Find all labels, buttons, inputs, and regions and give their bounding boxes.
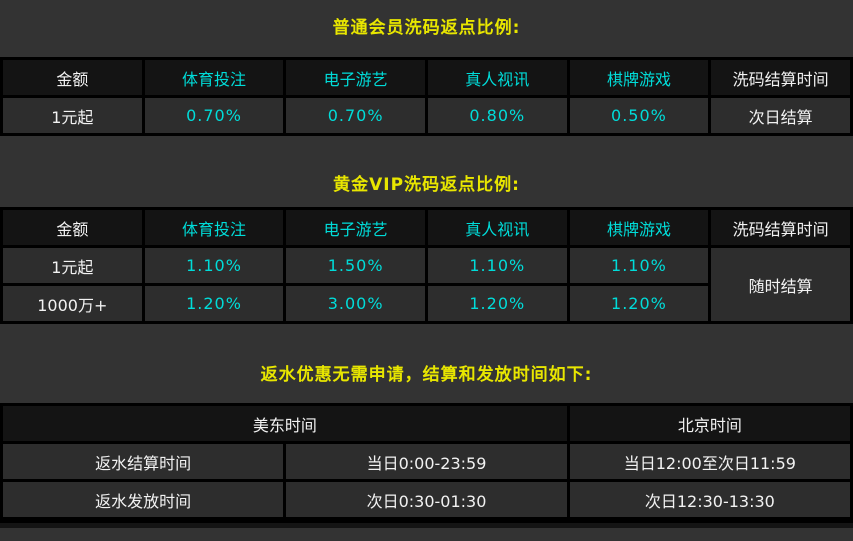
- rebate-schedule-table: 美东时间 北京时间 返水结算时间 当日0:00-23:59 当日12:00至次日…: [0, 403, 853, 520]
- col-header-live-video: 真人视讯: [424, 57, 570, 98]
- cell-rate-electronic: 1.50%: [283, 245, 428, 286]
- col-header-board-card-games: 棋牌游戏: [566, 57, 712, 98]
- col-header-board-card-games: 棋牌游戏: [566, 207, 712, 248]
- cell-rate-sports: 1.20%: [141, 283, 287, 324]
- cell-amount-tier: 1元起: [0, 95, 145, 136]
- col-header-amount: 金额: [0, 207, 145, 248]
- col-header-sports-betting: 体育投注: [141, 207, 287, 248]
- col-header-electronic-games: 电子游艺: [283, 57, 428, 98]
- table-row: 1000万+ 1.20% 3.00% 1.20% 1.20%: [0, 283, 852, 324]
- next-table-cut-off: [0, 520, 853, 528]
- cell-beijing-value: 当日12:00至次日11:59: [566, 441, 853, 482]
- gold-vip-rate-table: 金额 体育投注 电子游艺 真人视讯 棋牌游戏 洗码结算时间 1元起 1.10% …: [0, 207, 853, 324]
- cell-rate-live: 1.20%: [424, 283, 570, 324]
- cell-beijing-value: 次日12:30-13:30: [566, 479, 853, 520]
- table-row: 返水发放时间 次日0:30-01:30 次日12:30-13:30: [0, 479, 853, 520]
- cell-rate-board: 0.50%: [566, 95, 712, 136]
- cell-settlement-time: 次日结算: [708, 95, 853, 136]
- cell-rate-electronic: 0.70%: [283, 95, 428, 136]
- rebate-schedule-title: 返水优惠无需申请，结算和发放时间如下:: [260, 365, 593, 385]
- regular-member-rate-table: 金额 体育投注 电子游艺 真人视讯 棋牌游戏 洗码结算时间 1元起 0.70% …: [0, 57, 853, 136]
- table-header-row: 美东时间 北京时间: [0, 403, 853, 444]
- table-header-row: 金额 体育投注 电子游艺 真人视讯 棋牌游戏 洗码结算时间: [0, 207, 853, 248]
- cell-us-eastern-value: 当日0:00-23:59: [283, 441, 570, 482]
- col-header-live-video: 真人视讯: [424, 207, 570, 248]
- table-row: 返水结算时间 当日0:00-23:59 当日12:00至次日11:59: [0, 441, 853, 482]
- col-header-beijing-time: 北京时间: [566, 403, 853, 444]
- table-row: 1元起 0.70% 0.70% 0.80% 0.50% 次日结算: [0, 95, 853, 136]
- cell-amount-tier: 1000万+: [0, 283, 145, 324]
- cell-rate-electronic: 3.00%: [283, 283, 428, 324]
- gold-vip-title: 黄金VIP洗码返点比例:: [333, 175, 520, 195]
- cell-schedule-label: 返水结算时间: [0, 441, 287, 482]
- cell-rate-sports: 0.70%: [141, 95, 287, 136]
- cell-rate-sports: 1.10%: [141, 245, 287, 286]
- table-row: 1元起 1.10% 1.50% 1.10% 1.10% 随时结算: [0, 245, 853, 324]
- col-header-settlement-time: 洗码结算时间: [708, 57, 853, 98]
- col-header-electronic-games: 电子游艺: [283, 207, 428, 248]
- col-header-settlement-time: 洗码结算时间: [708, 207, 853, 248]
- cell-amount-tier: 1元起: [0, 245, 145, 286]
- col-header-us-eastern-time: 美东时间: [0, 403, 570, 444]
- cell-settlement-time: 随时结算: [708, 245, 853, 324]
- cell-rate-board: 1.20%: [566, 283, 712, 324]
- cell-us-eastern-value: 次日0:30-01:30: [283, 479, 570, 520]
- table-header-row: 金额 体育投注 电子游艺 真人视讯 棋牌游戏 洗码结算时间: [0, 57, 853, 98]
- regular-member-title: 普通会员洗码返点比例:: [332, 18, 521, 38]
- cell-rate-live: 1.10%: [424, 245, 570, 286]
- cell-schedule-label: 返水发放时间: [0, 479, 287, 520]
- cell-rate-live: 0.80%: [424, 95, 570, 136]
- rebate-info-page: 普通会员洗码返点比例: 金额 体育投注 电子游艺 真人视讯 棋牌游戏 洗码结算时…: [0, 16, 853, 528]
- col-header-amount: 金额: [0, 57, 145, 98]
- col-header-sports-betting: 体育投注: [141, 57, 287, 98]
- cell-rate-board: 1.10%: [566, 245, 712, 286]
